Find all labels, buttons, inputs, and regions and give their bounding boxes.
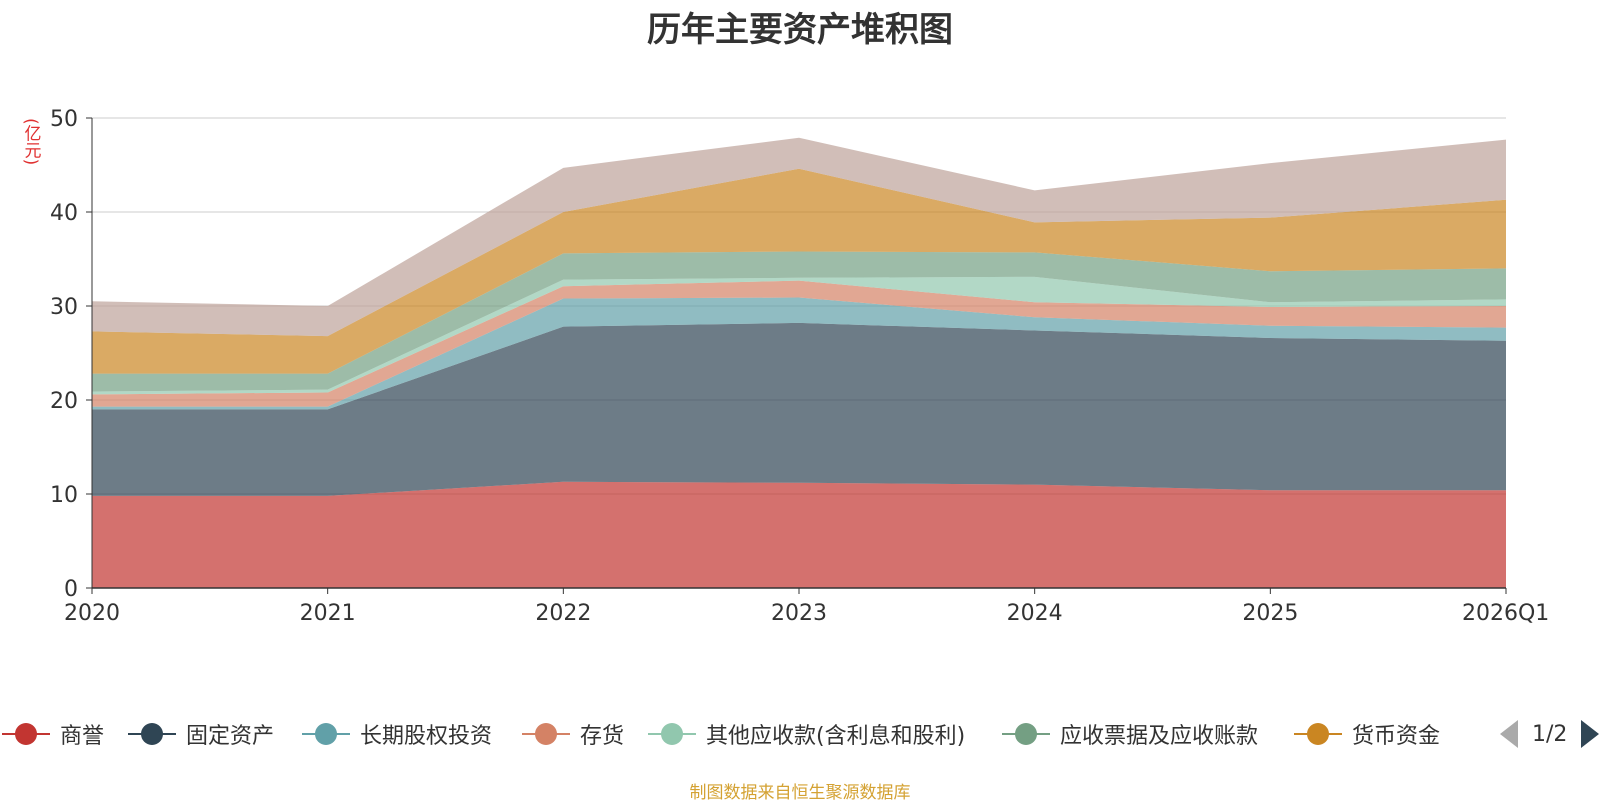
legend-marker-icon [1000,716,1052,752]
legend-marker-icon [646,716,698,752]
legend-marker-icon [1292,716,1344,752]
x-tick-label: 2023 [771,601,827,626]
series-area-6 [92,168,1506,374]
series-area-0 [92,481,1506,588]
legend-item-goodwill[interactable]: 商誉 [0,716,104,752]
legend-label: 商誉 [60,724,105,749]
series-area-1 [92,322,1506,496]
legend-label: 长期股权投资 [360,724,493,749]
legend-label: 货币资金 [1352,724,1441,749]
legend-item-long-term-equity[interactable]: 长期股权投资 [300,716,492,752]
legend-label: 应收票据及应收账款 [1060,724,1259,749]
y-tick-label: 40 [50,201,78,226]
series-area-3 [92,280,1506,407]
legend-item-inventory[interactable]: 存货 [520,716,624,752]
y-tick-label: 50 [50,107,78,132]
legend-item-notes-accounts-receivable[interactable]: 应收票据及应收账款 [1000,716,1258,752]
y-tick-label: 20 [50,389,78,414]
x-tick-label: 2024 [1007,601,1063,626]
x-tick-label: 2026Q1 [1462,601,1549,626]
legend-pager: 1/2 [1500,716,1600,752]
legend-marker-icon [300,716,352,752]
legend-marker-icon [126,716,178,752]
pager-next-icon[interactable] [1581,720,1600,748]
x-tick-label: 2020 [64,601,120,626]
series-area-2 [92,297,1506,410]
axes [86,117,1507,594]
legend-marker-icon [520,716,572,752]
legend-item-other-receivables[interactable]: 其他应收款(含利息和股利) [646,716,965,752]
legend-label: 存货 [580,724,625,749]
series-areas [92,137,1506,588]
y-tick-label: 10 [50,483,78,508]
pager-prev-icon[interactable] [1500,720,1518,748]
y-tick-label: 30 [50,295,78,320]
y-axis-unit-label: (亿元) [20,118,41,166]
x-tick-label: 2025 [1242,601,1298,626]
legend-label: 其他应收款(含利息和股利) [706,724,966,749]
y-tick-label: 0 [64,577,78,602]
source-note: 制图数据来自恒生聚源数据库 [689,783,911,803]
x-tick-label: 2021 [300,601,356,626]
series-area-7 [92,137,1506,337]
legend-marker-icon [0,716,52,752]
legend: 商誉 固定资产 长期股权投资 存货 其他应收款(含利息和股利) 应收票据及应收账… [0,716,1600,752]
legend-label: 固定资产 [186,724,275,749]
series-area-5 [92,251,1506,392]
pager-text: 1/2 [1532,721,1568,747]
chart-title: 历年主要资产堆积图 [647,10,953,50]
legend-item-fixed-assets[interactable]: 固定资产 [126,716,274,752]
legend-item-cash[interactable]: 货币资金 [1292,716,1440,752]
x-tick-label: 2022 [535,601,591,626]
tick-labels: 0 10 20 30 40 50 2020 2021 2022 2023 2024 2025 2026Q… [50,107,1549,626]
